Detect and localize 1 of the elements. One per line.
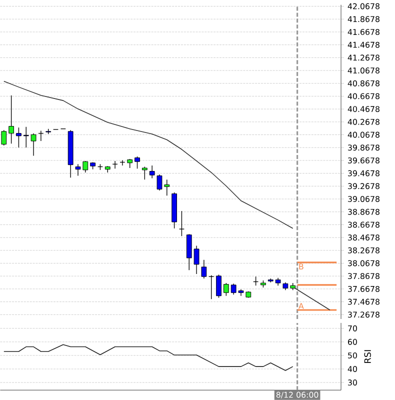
y-axis-title: RSI [364,350,371,363]
